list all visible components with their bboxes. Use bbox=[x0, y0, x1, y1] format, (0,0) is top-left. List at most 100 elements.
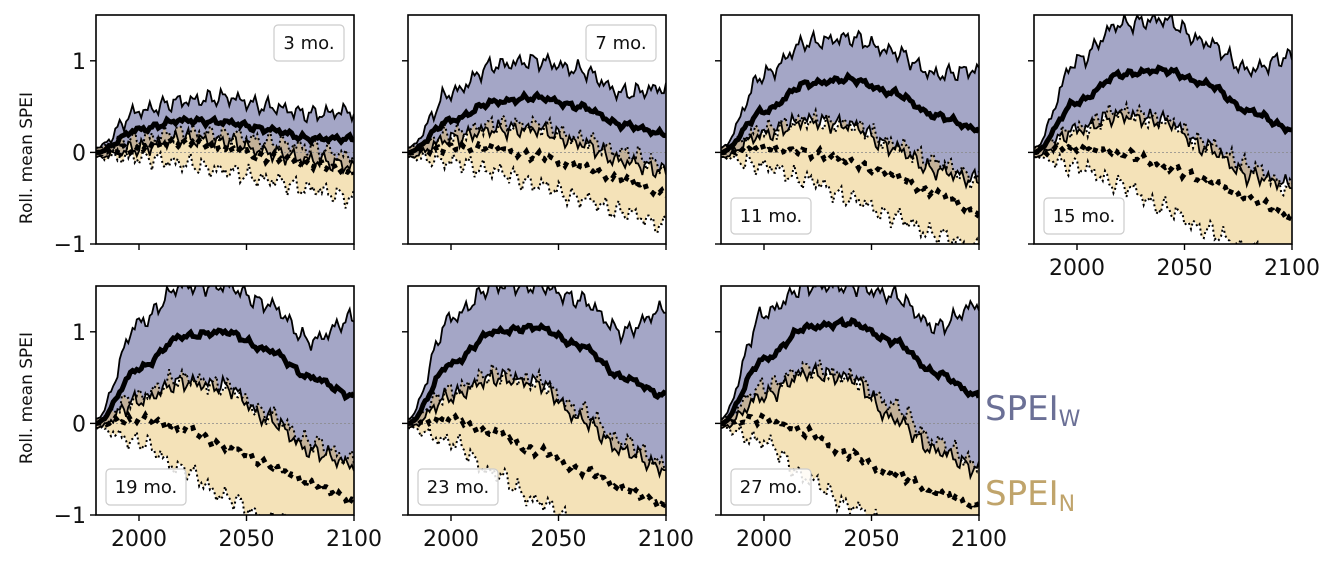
x-tick-label: 2050 bbox=[844, 527, 900, 552]
panel-frame bbox=[95, 285, 355, 516]
y-tick-label: 1 bbox=[72, 50, 86, 75]
dry-mean-line bbox=[721, 412, 979, 510]
wet-upper-line bbox=[408, 286, 666, 420]
wet-lower-line bbox=[96, 372, 354, 472]
panel-label-text: 11 mo. bbox=[740, 206, 803, 227]
plot-area bbox=[408, 51, 666, 235]
x-tick-label: 2000 bbox=[736, 527, 792, 552]
panel-label-text: 3 mo. bbox=[283, 33, 334, 54]
wet-mean-line bbox=[408, 89, 666, 155]
panels: −1 0 1 3 mo. 7 mo. 11 mo. 2000 2050 2100 15 mo. −1… bbox=[54, 14, 1320, 552]
y-axis-label-bottom-row: Roll. mean SPEI bbox=[17, 332, 37, 464]
dry-mean-line bbox=[96, 131, 354, 179]
x-tick-label: 2000 bbox=[1049, 256, 1105, 281]
overlap-band bbox=[721, 110, 979, 187]
x-tick-label: 2050 bbox=[531, 527, 587, 552]
panel-label: 27 mo. bbox=[730, 468, 812, 506]
legend-wet-subscript: W bbox=[1059, 407, 1081, 432]
legend-wet-main: SPEI bbox=[985, 389, 1059, 429]
panel-2: 7 mo. bbox=[402, 14, 667, 250]
x-tick-label: 2100 bbox=[638, 527, 694, 552]
panel-5: −1 0 1 2000 2050 2100 19 mo. bbox=[54, 285, 382, 552]
wet-upper-line bbox=[1034, 15, 1292, 149]
wet-upper-line bbox=[408, 51, 666, 149]
plot-area bbox=[408, 286, 666, 515]
wet-upper-line bbox=[96, 86, 354, 149]
panel-frame bbox=[407, 14, 667, 245]
panel-label: 7 mo. bbox=[585, 24, 657, 62]
y-axis-label-top-row: Roll. mean SPEI bbox=[17, 92, 37, 224]
wet-mean-line bbox=[721, 315, 979, 426]
panel-label: 23 mo. bbox=[417, 468, 499, 506]
dry-spread-band bbox=[408, 115, 666, 233]
panel-frame bbox=[95, 14, 355, 245]
panel-frame bbox=[407, 285, 667, 516]
dry-lower-line bbox=[408, 424, 568, 515]
legend-dry: SPEIN bbox=[985, 474, 1075, 517]
dry-spread-band bbox=[1034, 103, 1292, 244]
y-tick-label: −1 bbox=[54, 504, 86, 529]
dry-upper-line bbox=[408, 113, 666, 175]
dry-mean-line bbox=[408, 139, 666, 198]
wet-mean-line bbox=[721, 71, 979, 155]
panel-label: 11 mo. bbox=[730, 197, 812, 235]
dry-mean-line bbox=[1034, 138, 1292, 227]
wet-lower-line bbox=[721, 111, 979, 190]
legend-dry-subscript: N bbox=[1059, 492, 1075, 517]
panel-label-text: 23 mo. bbox=[427, 477, 490, 498]
panel-label: 15 mo. bbox=[1043, 197, 1125, 235]
dry-lower-line bbox=[408, 147, 666, 235]
panel-label-text: 27 mo. bbox=[740, 477, 803, 498]
wet-mean-line bbox=[408, 322, 666, 426]
y-tick-label: −1 bbox=[54, 233, 86, 258]
panel-label: 3 mo. bbox=[273, 24, 345, 62]
panel-3: 11 mo. bbox=[715, 14, 980, 250]
plot-area bbox=[721, 286, 979, 515]
panel-frame bbox=[720, 14, 980, 245]
panel-6: 2000 2050 2100 23 mo. bbox=[402, 285, 694, 552]
legend-wet: SPEIW bbox=[985, 389, 1081, 432]
x-tick-label: 2100 bbox=[951, 527, 1007, 552]
panel-frame bbox=[1033, 14, 1293, 245]
overlap-band bbox=[408, 115, 666, 177]
wet-spread-band bbox=[1034, 15, 1292, 189]
wet-upper-line bbox=[721, 286, 979, 420]
dry-upper-line bbox=[408, 360, 666, 471]
wet-spread-band bbox=[408, 54, 666, 177]
plot-area bbox=[96, 86, 354, 209]
wet-mean-line bbox=[96, 114, 354, 155]
y-tick-label: 1 bbox=[72, 321, 86, 346]
dry-mean-line bbox=[96, 410, 354, 511]
dry-upper-line bbox=[1034, 99, 1292, 198]
legend: SPEIW SPEIN bbox=[985, 389, 1081, 517]
dry-spread-band bbox=[96, 369, 354, 515]
wet-upper-line bbox=[721, 28, 979, 149]
wet-spread-band bbox=[721, 31, 979, 187]
wet-lower-line bbox=[721, 360, 979, 481]
panel-7: 2000 2050 2100 27 mo. bbox=[715, 285, 1007, 552]
wet-mean-line bbox=[1034, 64, 1292, 155]
panel-label-text: 15 mo. bbox=[1053, 206, 1116, 227]
y-tick-label: 0 bbox=[72, 412, 86, 437]
x-tick-label: 2000 bbox=[111, 527, 167, 552]
panel-label-text: 19 mo. bbox=[115, 477, 178, 498]
dry-lower-line bbox=[721, 422, 878, 515]
x-tick-label: 2100 bbox=[326, 527, 382, 552]
x-tick-label: 2100 bbox=[1264, 256, 1320, 281]
dry-upper-line bbox=[96, 120, 354, 166]
x-tick-label: 2000 bbox=[423, 527, 479, 552]
dry-mean-line bbox=[408, 409, 666, 511]
panel-label-text: 7 mo. bbox=[595, 33, 646, 54]
y-tick-label: 0 bbox=[72, 141, 86, 166]
legend-dry-main: SPEI bbox=[985, 474, 1059, 514]
x-tick-label: 2050 bbox=[219, 527, 275, 552]
plot-area bbox=[721, 28, 979, 244]
panel-4: 2000 2050 2100 15 mo. bbox=[1028, 14, 1320, 281]
dry-spread-band bbox=[721, 110, 979, 244]
plot-area bbox=[96, 286, 354, 515]
dry-upper-line bbox=[721, 106, 979, 190]
panel-frame bbox=[720, 285, 980, 516]
panel-1: −1 0 1 3 mo. bbox=[54, 14, 355, 258]
plot-area bbox=[1034, 15, 1292, 244]
